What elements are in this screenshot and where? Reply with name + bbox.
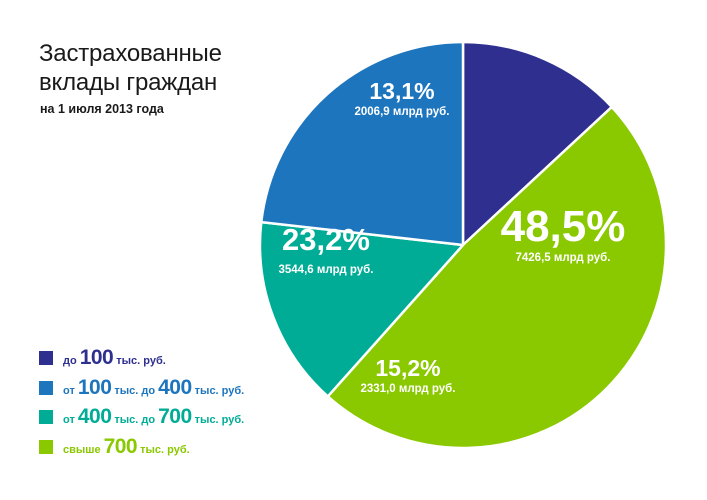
legend-item-400k-700k: от 400 тыс. до 700 тыс. руб. — [39, 405, 244, 435]
legend-unit-text: тыс. руб. — [116, 355, 166, 367]
legend-unit-text: от — [63, 384, 75, 397]
legend-item-over-700k: свыше 700 тыс. руб. — [39, 435, 244, 465]
slice-percent-label: 23,2% — [282, 222, 370, 257]
slice-amount-label: 2006,9 млрд руб. — [355, 106, 450, 118]
slice-400k-700k — [258, 220, 465, 398]
slice-amount-label: 7426,5 млрд руб. — [516, 252, 611, 264]
pie-slices — [258, 40, 668, 450]
legend-swatch — [39, 351, 53, 365]
legend-unit-text: до — [63, 355, 77, 367]
slice-amount-label: 3544,6 млрд руб. — [279, 264, 374, 276]
legend-label: от 100 тыс. до 400 тыс. руб. — [63, 376, 244, 400]
legend-amount: 400 — [158, 375, 192, 399]
legend-unit-text: тыс. до — [114, 384, 156, 397]
slice-over-700k — [326, 105, 668, 450]
legend-unit-text: от — [63, 414, 75, 426]
pie-labels: 13,1% 2006,9 млрд руб. 48,5%7426,5 млрд ру… — [279, 78, 626, 395]
legend-unit-text: тыс. руб. — [194, 384, 245, 397]
legend-amount: 700 — [158, 405, 192, 428]
chart-subtitle: на 1 июля 2013 года — [40, 102, 164, 116]
legend-swatch — [39, 410, 53, 424]
legend: до 100 тыс. руб. от 100 тыс. до 400 тыс. руб. от… — [39, 346, 244, 464]
slice-under-100k — [461, 40, 614, 247]
legend-amount: 100 — [77, 375, 112, 399]
legend-unit-text: тыс. руб. — [140, 443, 190, 456]
legend-amount: 100 — [79, 346, 114, 369]
legend-item-under-100k: до 100 тыс. руб. — [39, 346, 244, 376]
slice-amount-label: 2331,0 млрд руб. — [361, 383, 456, 395]
slice-100k-400k — [260, 40, 465, 247]
slice-percent-label: 13,1% — [369, 78, 434, 104]
legend-item-100k-400k: от 100 тыс. до 400 тыс. руб. — [39, 376, 244, 406]
slice-percent-label: 15,2% — [375, 355, 440, 381]
legend-amount: 700 — [103, 434, 138, 458]
legend-amount: 400 — [77, 405, 112, 428]
legend-swatch — [39, 439, 53, 454]
legend-label: до 100 тыс. руб. — [63, 346, 166, 370]
legend-label: свыше 700 тыс. руб. — [63, 435, 190, 459]
legend-unit-text: тыс. до — [114, 414, 156, 426]
legend-swatch — [39, 380, 53, 395]
chart-title: Застрахованные вклады граждан — [39, 40, 222, 96]
slice-percent-label: 48,5% — [501, 202, 626, 251]
legend-label: от 400 тыс. до 700 тыс. руб. — [63, 405, 244, 429]
legend-unit-text: тыс. руб. — [194, 414, 245, 426]
legend-unit-text: свыше — [63, 443, 101, 456]
